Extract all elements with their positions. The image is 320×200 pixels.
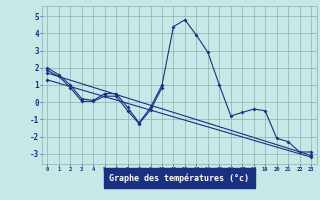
X-axis label: Graphe des températures (°c): Graphe des températures (°c) xyxy=(109,173,249,183)
